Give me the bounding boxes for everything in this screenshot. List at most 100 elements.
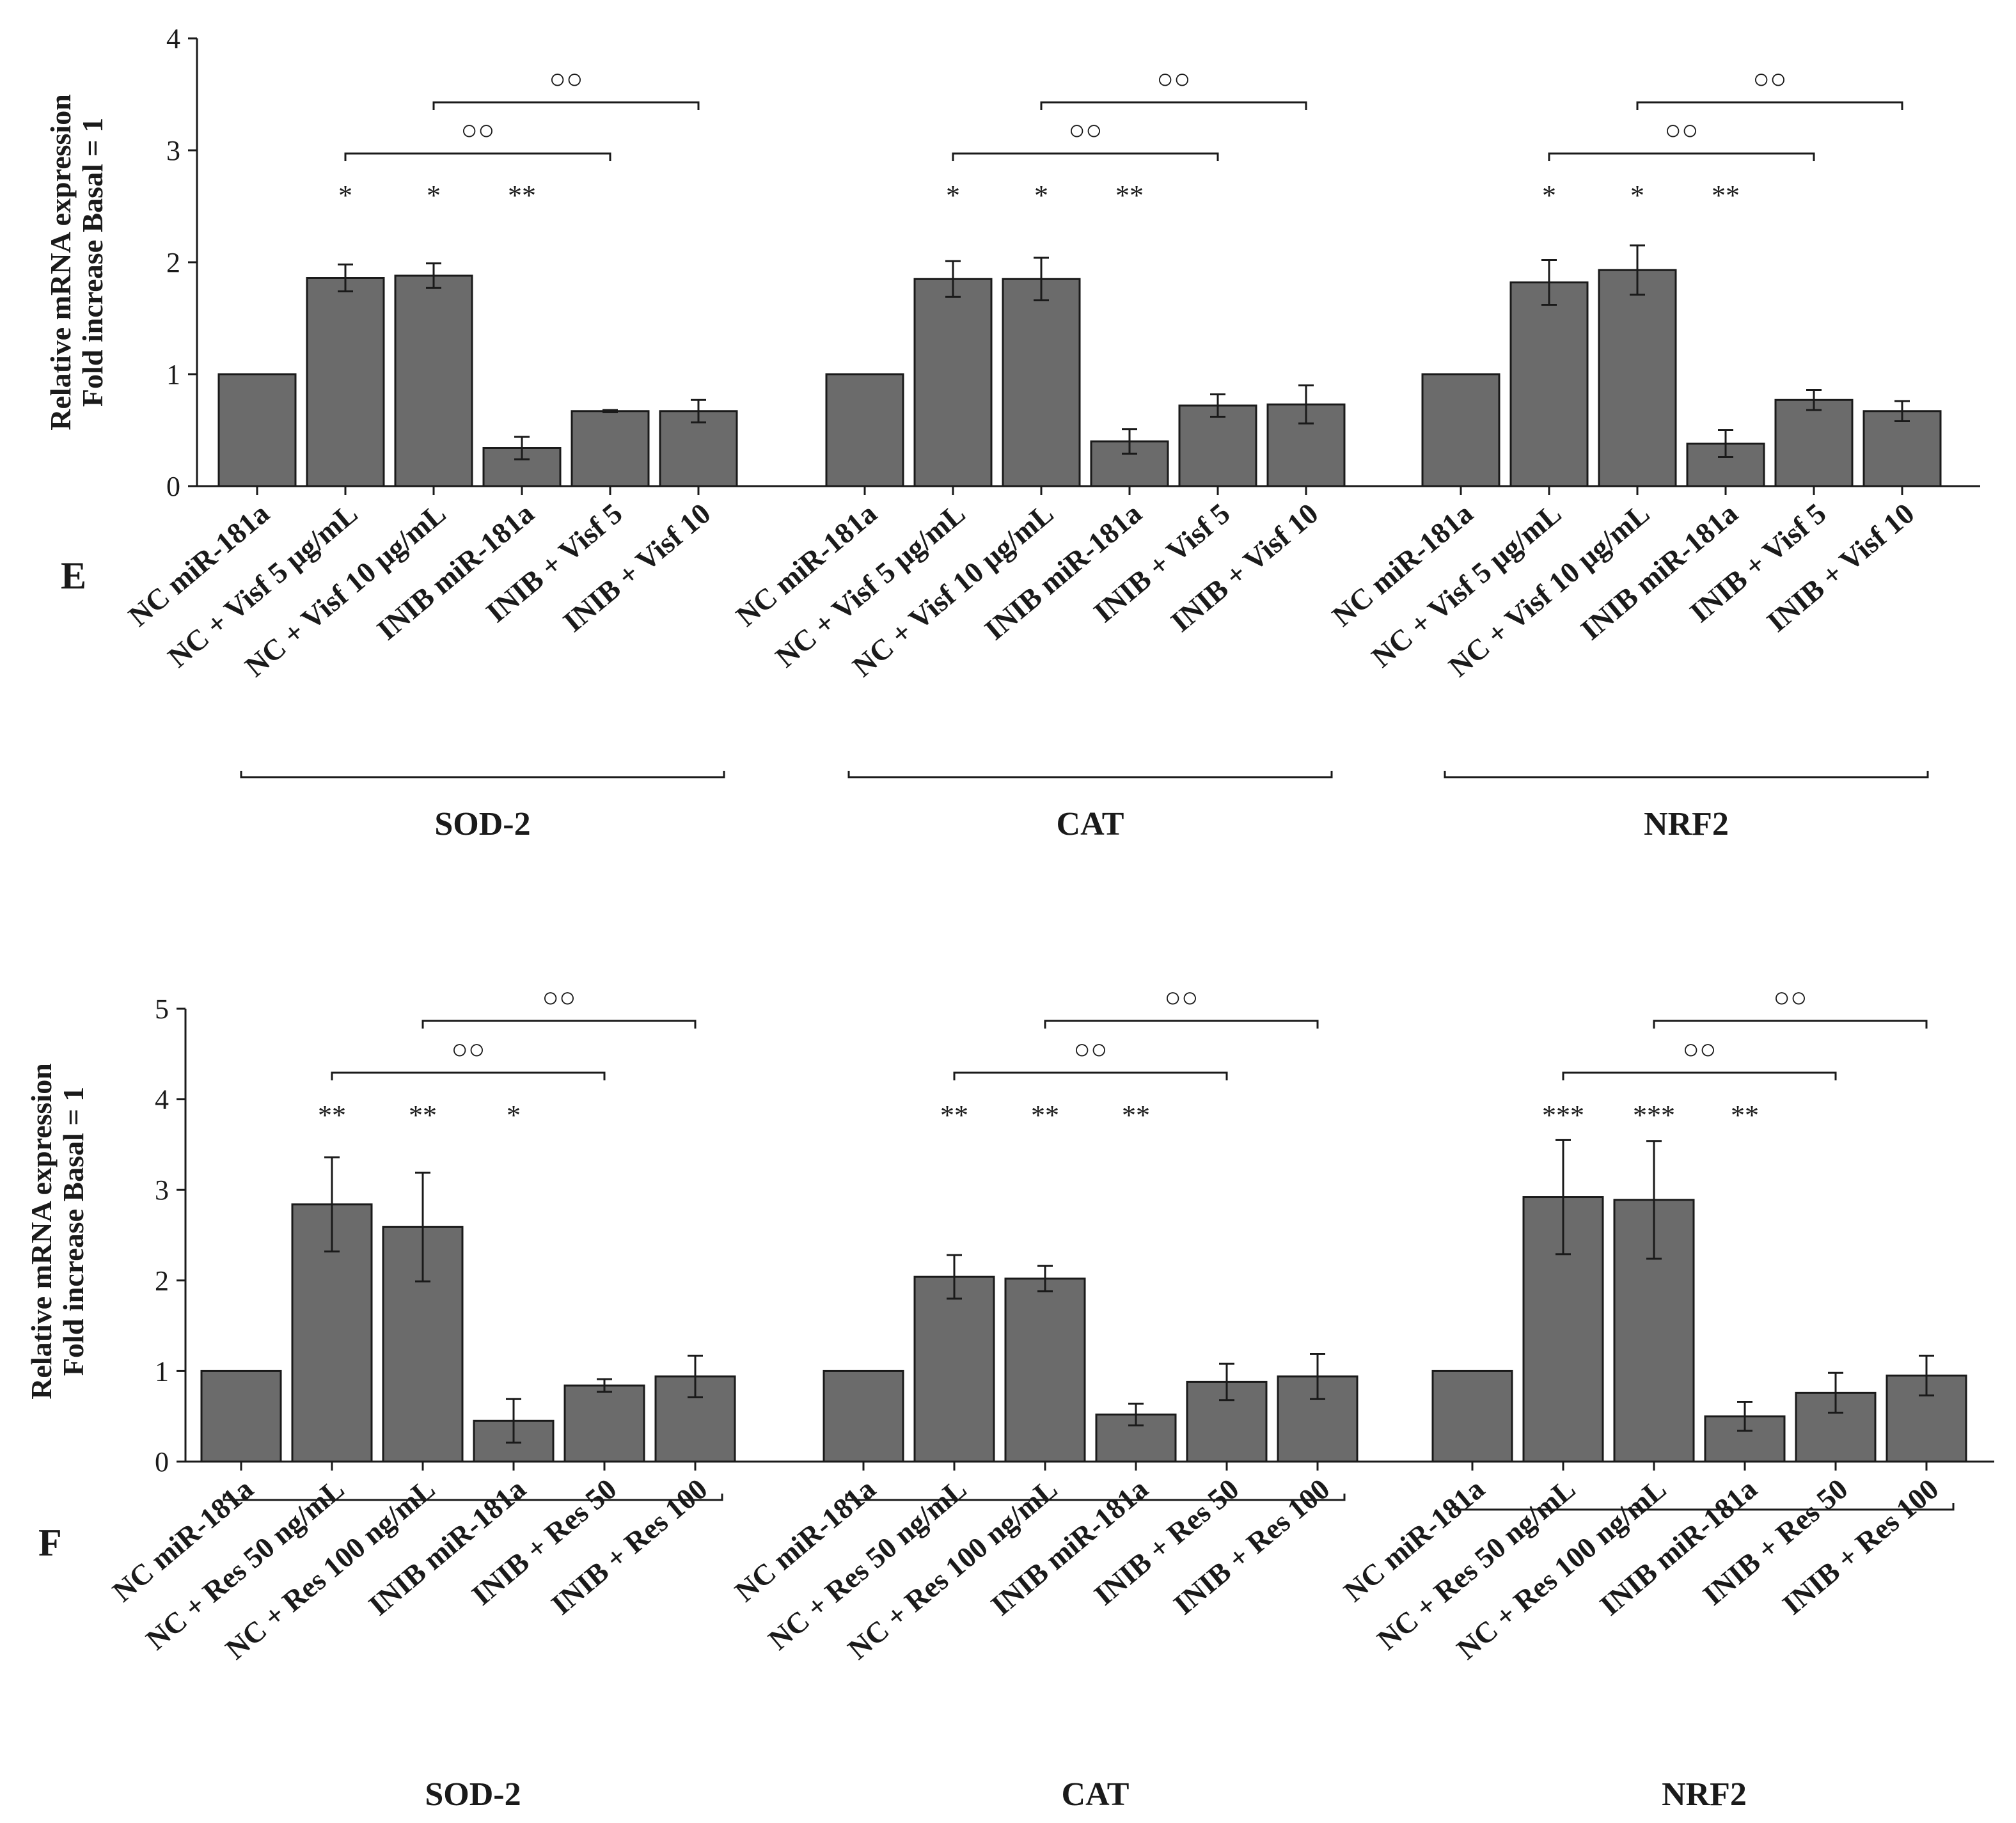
category-label: INIB miR-181a — [371, 497, 540, 647]
significance-marker: ** — [1712, 180, 1740, 211]
comparison-marker: ○○ — [1752, 63, 1786, 95]
significance-marker: ** — [1031, 1100, 1059, 1131]
y-tick-label: 4 — [155, 1084, 169, 1116]
significance-marker: *** — [1542, 1100, 1584, 1131]
group-bracket — [1454, 1503, 1955, 1511]
comparison-marker: ○○ — [1068, 114, 1102, 146]
y-tick-label: 2 — [166, 247, 180, 278]
bar — [200, 1369, 282, 1463]
comparison-bracket — [952, 152, 1219, 161]
significance-marker: *** — [1633, 1100, 1675, 1131]
y-tick-label: 3 — [155, 1174, 169, 1206]
significance-marker: ** — [318, 1100, 346, 1131]
bar — [1002, 278, 1081, 487]
comparison-marker: ○○ — [1664, 114, 1698, 146]
category-label: INIB + Visf 10 — [557, 497, 717, 638]
panel-label: F — [38, 1522, 62, 1564]
bar — [1862, 410, 1942, 487]
comparison-bracket — [1636, 101, 1903, 110]
y-tick-label: 2 — [155, 1265, 169, 1297]
significance-marker: ** — [1115, 180, 1144, 211]
bar — [1774, 399, 1854, 487]
significance-marker: * — [427, 180, 441, 211]
comparison-bracket — [1040, 101, 1307, 110]
group-label: CAT — [1062, 1776, 1130, 1813]
bar — [1004, 1277, 1086, 1463]
group-bracket — [1444, 771, 1929, 778]
bar — [217, 373, 297, 487]
chart-panel-f: 0 1 2 3 4 5 Relative mRNA expression Fold incre… — [25, 982, 1994, 1813]
group-bracket — [845, 1494, 1346, 1501]
category-label: INIB + Res 100 — [1167, 1472, 1335, 1622]
significance-marker: ** — [1731, 1100, 1759, 1131]
comparison-bracket — [1548, 152, 1815, 161]
group-label: SOD-2 — [434, 806, 530, 842]
category-label: INIB + Res 100 — [1776, 1472, 1944, 1622]
comparison-bracket — [953, 1071, 1228, 1080]
bar — [1421, 373, 1500, 487]
significance-marker: ** — [508, 180, 536, 211]
significance-marker: * — [1542, 180, 1556, 211]
bar — [394, 274, 473, 487]
comparison-bracket — [432, 101, 700, 110]
category-label: INIB + Res 100 — [545, 1472, 713, 1622]
y-tick-label: 1 — [155, 1355, 169, 1387]
bar — [563, 1384, 645, 1463]
comparison-bracket — [1653, 1020, 1928, 1029]
category-label: INIB miR-181a — [985, 1472, 1154, 1622]
significance-marker: * — [946, 180, 960, 211]
y-tick-label: 3 — [166, 135, 180, 166]
y-tick-label: 0 — [166, 471, 180, 502]
comparison-marker: ○○ — [1773, 982, 1807, 1013]
comparison-bracket — [1044, 1020, 1319, 1029]
category-label: INIB + Visf 10 — [1165, 497, 1325, 638]
bar — [1598, 269, 1677, 487]
significance-marker: ** — [1122, 1100, 1150, 1131]
category-label: INIB miR-181a — [1594, 1472, 1763, 1622]
significance-marker: * — [1034, 180, 1048, 211]
group-bracket — [847, 771, 1333, 778]
bar — [1431, 1369, 1513, 1463]
comparison-marker: ○○ — [451, 1034, 485, 1065]
comparison-marker: ○○ — [1682, 1034, 1716, 1065]
panel-label: E — [61, 555, 86, 597]
bar — [825, 373, 904, 487]
significance-marker: ** — [940, 1100, 968, 1131]
bar — [306, 277, 385, 487]
group-label: NRF2 — [1644, 806, 1729, 842]
comparison-bracket — [421, 1020, 697, 1029]
significance-marker: * — [338, 180, 352, 211]
group-label: NRF2 — [1662, 1776, 1747, 1813]
comparison-marker: ○○ — [1164, 982, 1198, 1013]
bar — [913, 278, 993, 487]
bar — [913, 1275, 995, 1463]
y-tick-label: 4 — [166, 23, 180, 54]
y-tick-label: 0 — [155, 1446, 169, 1478]
y-tick-label: 1 — [166, 359, 180, 390]
group-bracket — [240, 771, 725, 778]
y-tick-label: 5 — [155, 993, 169, 1025]
comparison-marker: ○○ — [1156, 63, 1190, 95]
comparison-marker: ○○ — [1073, 1034, 1107, 1065]
bar — [1509, 281, 1589, 487]
significance-marker: * — [1630, 180, 1644, 211]
category-label: INIB miR-181a — [1575, 497, 1744, 647]
comparison-marker: ○○ — [549, 63, 583, 95]
bar — [571, 410, 650, 487]
group-bracket — [223, 1494, 723, 1501]
comparison-bracket — [1562, 1071, 1837, 1080]
group-label: SOD-2 — [425, 1776, 521, 1813]
comparison-bracket — [344, 152, 611, 161]
y-axis-label: Relative mRNA expression — [44, 94, 77, 430]
significance-marker: ** — [409, 1100, 437, 1131]
y-axis-label: Relative mRNA expression — [25, 1063, 58, 1400]
significance-marker: * — [507, 1100, 521, 1131]
comparison-bracket — [331, 1071, 606, 1080]
category-label: INIB miR-181a — [979, 497, 1148, 647]
bar — [823, 1369, 904, 1463]
comparison-marker: ○○ — [542, 982, 576, 1013]
y-axis-label: Fold increase Basal = 1 — [76, 118, 109, 407]
category-label: INIB miR-181a — [363, 1472, 532, 1622]
chart-panel-e: 0 1 2 3 4 Relative mRNA expression Fold increa… — [44, 23, 1980, 842]
